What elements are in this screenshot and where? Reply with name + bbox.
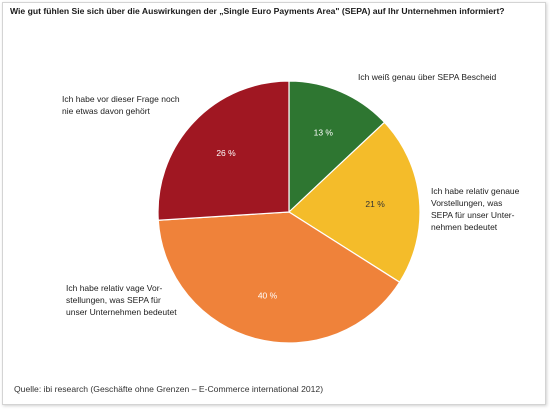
slice-vague <box>157 211 401 344</box>
slice-informed <box>288 80 386 214</box>
slice-fairly-exact-value-label: 21 % <box>365 199 385 209</box>
slice-never-heard <box>157 80 290 221</box>
slice-never-heard-value-label: 26 % <box>216 148 236 158</box>
slice-fairly-exact <box>288 121 421 284</box>
slice-informed-value-label: 13 % <box>314 128 334 138</box>
slice-vague-value-label: 40 % <box>258 291 278 301</box>
chart-title: Wie gut fühlen Sie sich über die Auswirk… <box>10 6 505 16</box>
slice-informed-category-label: Ich weiß genau über SEPA Bescheid <box>358 72 497 82</box>
slice-fairly-exact-category-label: Ich habe relativ genaue Vorstellungen, wa… <box>431 186 520 232</box>
slice-never-heard-category-label: Ich habe vor dieser Frage noch nie etwas … <box>62 94 180 116</box>
source-note: Quelle: ibi research (Geschäfte ohne Gre… <box>14 384 324 394</box>
slice-vague-category-label: Ich habe relativ vage Vor-stellungen, wa… <box>66 283 177 317</box>
